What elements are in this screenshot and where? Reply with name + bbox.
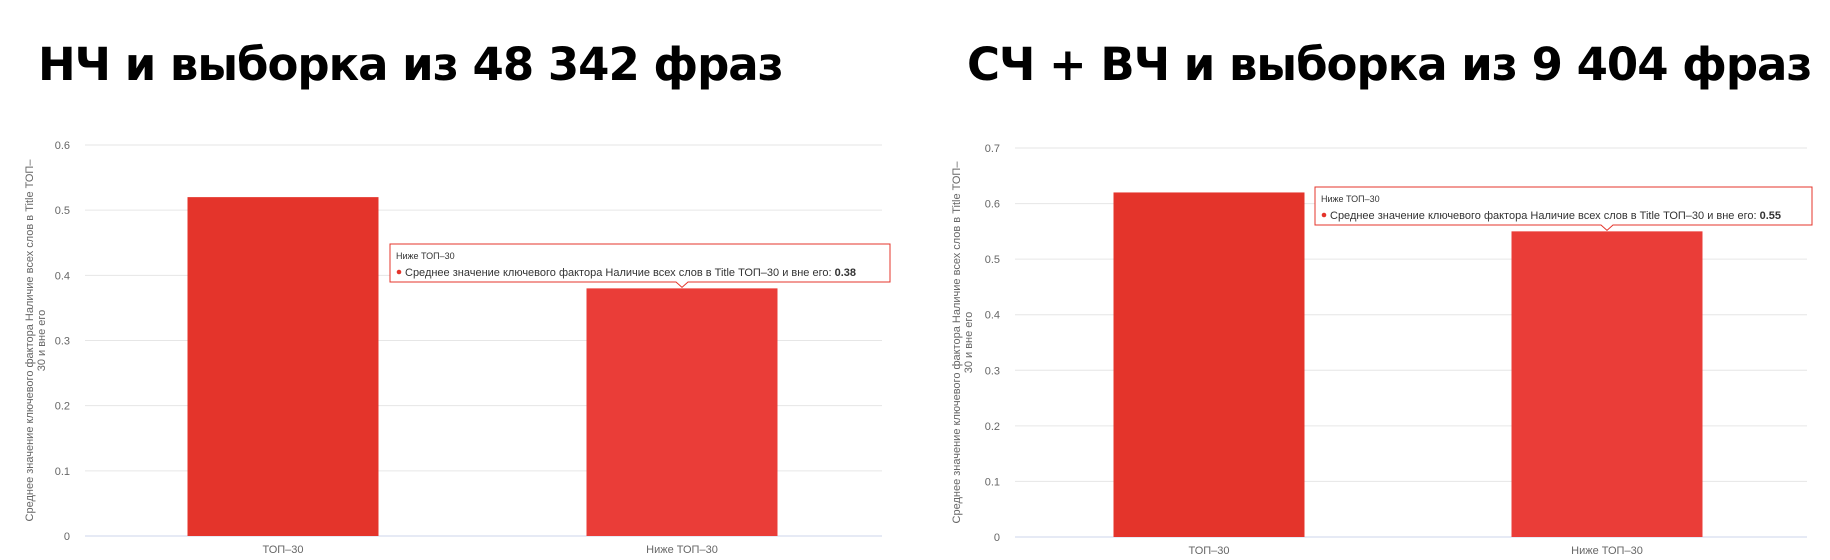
y-tick-label: 0.1 [55,466,70,478]
chart-panel-right: СЧ + ВЧ и выборка из 9 404 фраз 0 0.1 0.2 0… [915,0,1830,560]
y-tick-label: 0.1 [985,476,1000,488]
bar [586,288,778,536]
chart-panel-left: НЧ и выборка из 48 342 фраз 0 0.1 0.2 0.3 0.… [24,38,891,556]
y-tick-label: 0.3 [985,365,1000,377]
tooltip: Ниже ТОП–30 Среднее значение ключевого фа… [389,243,891,289]
y-axis-title-line: 30 и вне его [36,310,48,372]
tooltip-value: 0.55 [1760,210,1781,222]
y-tick-label: 0.5 [55,205,70,217]
bar-chart: 0 0.1 0.2 0.3 0.4 0.5 0.6 Среднее значение ключ… [24,140,891,556]
bar [1113,192,1305,537]
tooltip-header: Ниже ТОП–30 [1321,194,1380,204]
y-tick-label: 0.4 [55,270,70,282]
y-tick-label: 0 [994,532,1000,544]
y-tick-label: 0.7 [985,143,1000,155]
tooltip-text: Среднее значение ключевого фактора Налич… [405,267,856,279]
x-tick-label: ТОП–30 [262,544,303,556]
chart-heading: СЧ + ВЧ и выборка из 9 404 фраз [967,38,1813,91]
y-axis-title-line: Среднее значение ключевого фактора Налич… [951,161,963,524]
tooltip-value: 0.38 [835,267,856,279]
y-tick-label: 0.2 [55,401,70,413]
y-tick-label: 0.6 [55,140,70,152]
y-tick-label: 0.3 [55,336,70,348]
bar [1511,231,1703,537]
chart-heading: НЧ и выборка из 48 342 фраз [38,38,784,91]
tooltip: Ниже ТОП–30 Среднее значение ключевого фа… [1314,186,1813,232]
x-tick-label: Ниже ТОП–30 [646,544,718,556]
tooltip-header: Ниже ТОП–30 [396,251,455,261]
y-axis-title: Среднее значение ключевого фактора Налич… [951,161,975,524]
y-axis-title-line: Среднее значение ключевого фактора Налич… [24,159,36,522]
bar [187,197,379,536]
x-tick-label: ТОП–30 [1188,545,1229,557]
tooltip-bullet [1321,212,1327,218]
y-axis-title: Среднее значение ключевого фактора Налич… [24,159,48,522]
bar-chart: 0 0.1 0.2 0.3 0.4 0.5 0.6 0.7 Среднее значение к… [951,143,1813,557]
y-tick-label: 0.4 [985,310,1000,322]
tooltip-bullet [396,269,402,275]
tooltip-box [389,243,891,289]
tooltip-text: Среднее значение ключевого фактора Налич… [1330,210,1781,222]
y-tick-label: 0.5 [985,254,1000,266]
y-tick-label: 0 [64,531,70,543]
y-axis-title-line: 30 и вне его [963,312,975,374]
x-tick-label: Ниже ТОП–30 [1571,545,1643,557]
tooltip-box [1314,186,1813,232]
y-tick-label: 0.6 [985,199,1000,211]
y-tick-label: 0.2 [985,421,1000,433]
